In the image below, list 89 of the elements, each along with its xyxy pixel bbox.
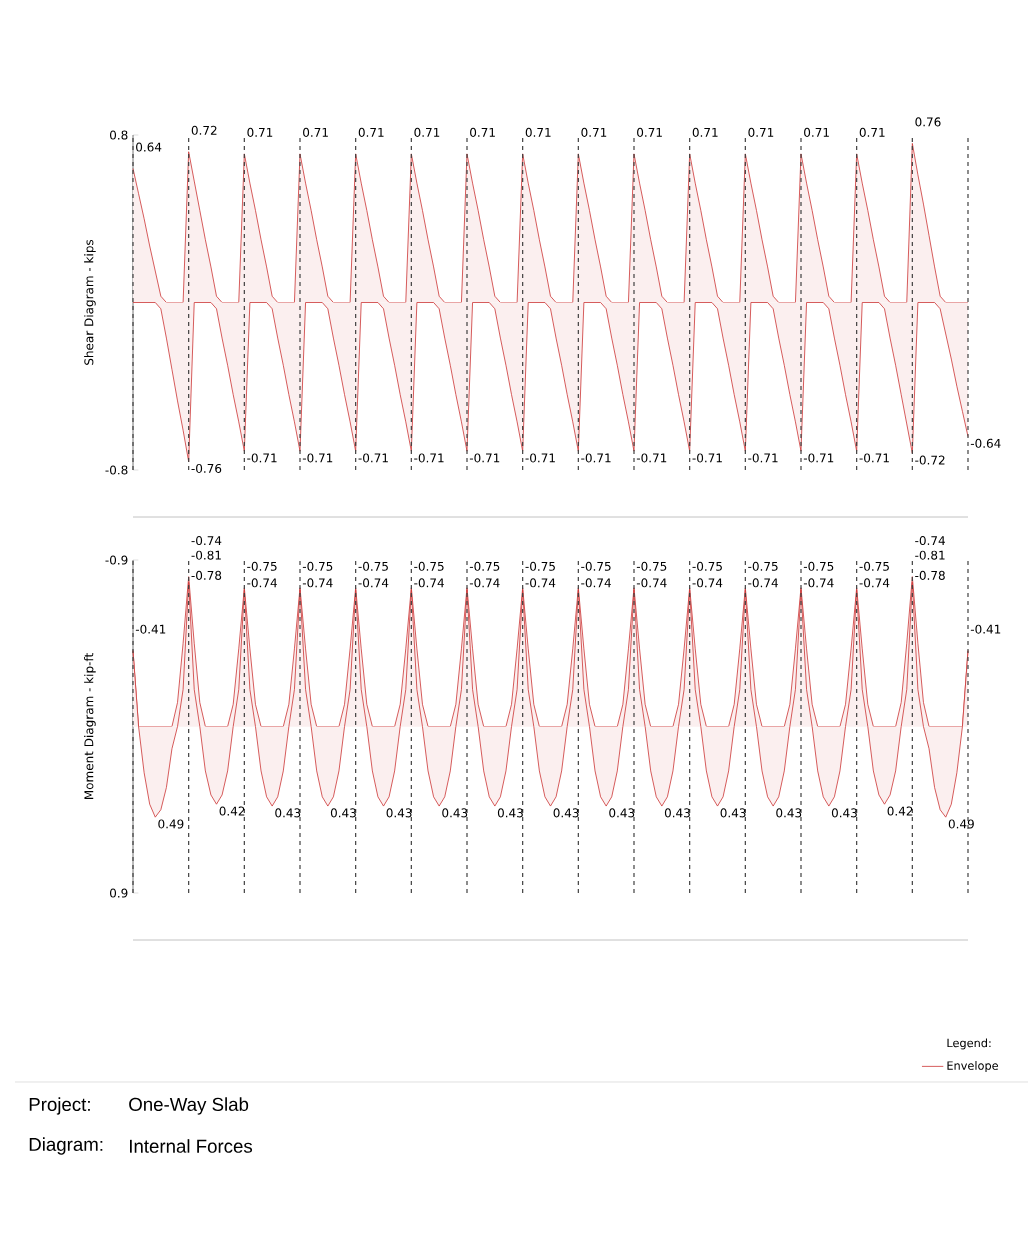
legend-title: Legend:: [947, 1038, 991, 1050]
data-label: 0.64: [135, 142, 162, 152]
data-label: 0.71: [302, 127, 328, 137]
data-label: 0.42: [219, 806, 245, 816]
data-label: -0.76: [191, 463, 222, 473]
data-label: -0.75: [803, 561, 834, 571]
data-label: -0.75: [692, 561, 722, 571]
y-tick-label: 0.8: [109, 130, 128, 140]
data-label: 0.43: [330, 808, 356, 818]
data-label: -0.75: [525, 561, 555, 571]
data-label: -0.74: [302, 578, 333, 588]
data-label: -0.78: [915, 570, 945, 580]
data-label: -0.75: [247, 561, 277, 571]
data-label: -0.71: [581, 453, 611, 463]
data-label: -0.74: [525, 578, 556, 588]
data-label: -0.75: [859, 561, 889, 571]
data-label: -0.71: [859, 453, 889, 463]
text: Internal Forces: [129, 1139, 252, 1153]
y-tick-label: -0.8: [105, 465, 128, 475]
data-label: 0.71: [636, 127, 662, 137]
y-tick-label: 0.9: [109, 888, 128, 898]
data-label: -0.78: [191, 570, 221, 580]
data-label: -0.71: [636, 453, 667, 463]
data-label: 0.43: [831, 808, 857, 818]
data-label: -0.74: [748, 578, 778, 588]
data-label: 0.49: [158, 819, 184, 829]
data-label: 0.71: [469, 127, 495, 137]
data-label: 0.71: [581, 127, 607, 137]
text: -0.74: [915, 535, 945, 546]
data-label: 0.43: [664, 808, 690, 818]
data-label: -0.75: [748, 561, 778, 571]
data-label: -0.71: [414, 453, 444, 463]
data-label: 0.71: [692, 127, 718, 137]
data-label: 0.71: [247, 127, 273, 137]
data-label: 0.49: [948, 819, 974, 829]
data-label: 0.43: [609, 808, 634, 818]
data-label: 0.71: [525, 127, 551, 137]
data-label: 0.71: [748, 127, 774, 137]
text: Project:: [29, 1097, 90, 1115]
data-label: 0.42: [887, 806, 913, 816]
data-label: 0.43: [442, 808, 467, 818]
data-label: -0.75: [581, 561, 611, 571]
data-label: -0.74: [803, 578, 834, 588]
data-label: -0.75: [414, 561, 444, 571]
data-label: -0.71: [803, 453, 834, 463]
data-label: 0.43: [553, 808, 579, 818]
y-axis-title: Shear Diagram - kips: [83, 239, 96, 365]
data-label: -0.71: [358, 453, 388, 463]
data-label: 0.43: [275, 808, 300, 818]
text: Diagram:: [29, 1137, 103, 1155]
data-label: 0.71: [358, 127, 384, 137]
data-label: -0.71: [748, 453, 778, 463]
data-label: -0.74: [414, 578, 444, 588]
data-label: -0.81: [191, 550, 221, 560]
data-label: -0.71: [469, 453, 500, 463]
data-label: -0.74: [358, 578, 389, 588]
data-label: -0.71: [525, 453, 555, 463]
data-label: -0.74: [247, 578, 277, 588]
data-label: -0.74: [636, 578, 667, 588]
data-label: 0.76: [915, 117, 941, 127]
text: One-Way Slab: [128, 1097, 248, 1115]
data-label: -0.72: [915, 455, 945, 465]
data-label: 0.43: [720, 808, 746, 818]
y-tick-label: -0.9: [105, 555, 128, 565]
data-label: -0.74: [692, 578, 723, 588]
data-label: 0.72: [191, 125, 217, 135]
data-label: 0.43: [497, 808, 523, 818]
data-label: -0.75: [358, 561, 388, 571]
data-label: -0.75: [302, 561, 333, 571]
data-label: 0.71: [414, 127, 440, 137]
data-label: -0.75: [469, 561, 500, 571]
data-label: -0.81: [915, 550, 945, 560]
data-label: -0.71: [692, 453, 722, 463]
data-label: -0.71: [302, 453, 333, 463]
text: -0.74: [191, 535, 222, 546]
data-label: -0.64: [970, 438, 1001, 448]
data-label: -0.71: [247, 453, 277, 463]
data-label: -0.41: [970, 624, 1001, 634]
data-label: -0.74: [581, 578, 611, 588]
data-label: 0.43: [776, 808, 801, 818]
data-label: -0.74: [859, 578, 890, 588]
data-label: -0.75: [636, 561, 667, 571]
data-label: 0.71: [803, 127, 829, 137]
legend-label: Envelope: [947, 1061, 998, 1073]
data-label: 0.71: [859, 127, 885, 137]
data-label: 0.43: [386, 808, 412, 818]
y-axis-title: Moment Diagram - kip-ft: [83, 653, 96, 799]
data-label: -0.41: [135, 624, 166, 634]
data-label: -0.74: [469, 578, 500, 588]
